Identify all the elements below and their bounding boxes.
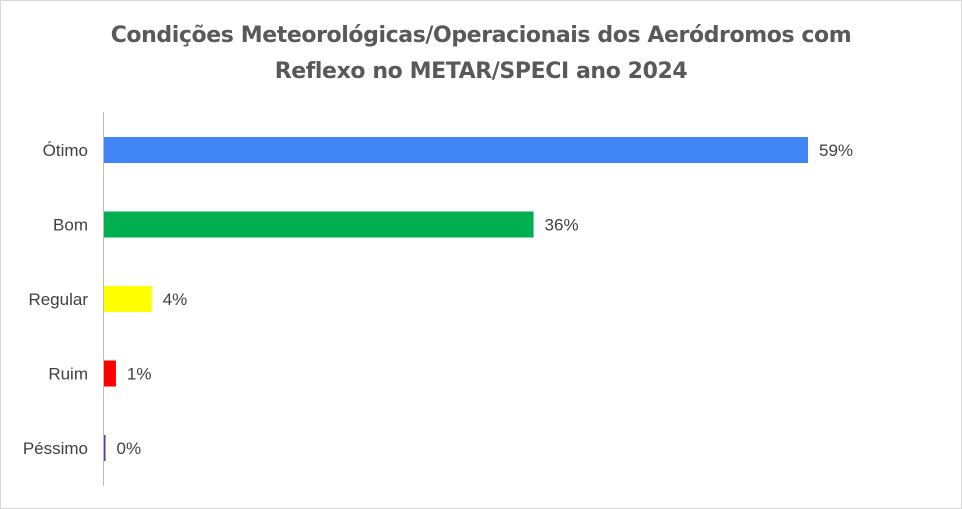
bar-bom — [104, 211, 534, 238]
chart-title-line-1: Condições Meteorológicas/Operacionais do… — [110, 23, 852, 48]
category-label-regular: Regular — [28, 290, 88, 309]
chart-title: Condições Meteorológicas/Operacionais do… — [0, 18, 962, 90]
bar-pessimo — [104, 435, 106, 461]
category-label-otimo: Ótimo — [43, 141, 88, 160]
bar-regular — [104, 286, 152, 312]
category-label-bom: Bom — [53, 216, 88, 235]
bar-otimo — [104, 137, 808, 163]
value-label-bom: 36% — [545, 216, 579, 235]
category-labels-group: Ótimo Bom Regular Ruim Péssimo — [23, 141, 89, 458]
category-label-pessimo: Péssimo — [23, 439, 88, 458]
bars-group — [104, 137, 808, 461]
chart-title-line-2: Reflexo no METAR/SPECI ano 2024 — [274, 59, 688, 84]
value-label-ruim: 1% — [127, 365, 152, 384]
bar-ruim — [104, 360, 116, 387]
value-label-pessimo: 0% — [117, 439, 142, 458]
value-label-regular: 4% — [163, 290, 188, 309]
category-label-ruim: Ruim — [48, 365, 88, 384]
value-labels-group: 59% 36% 4% 1% 0% — [117, 141, 854, 458]
value-label-otimo: 59% — [819, 141, 853, 160]
